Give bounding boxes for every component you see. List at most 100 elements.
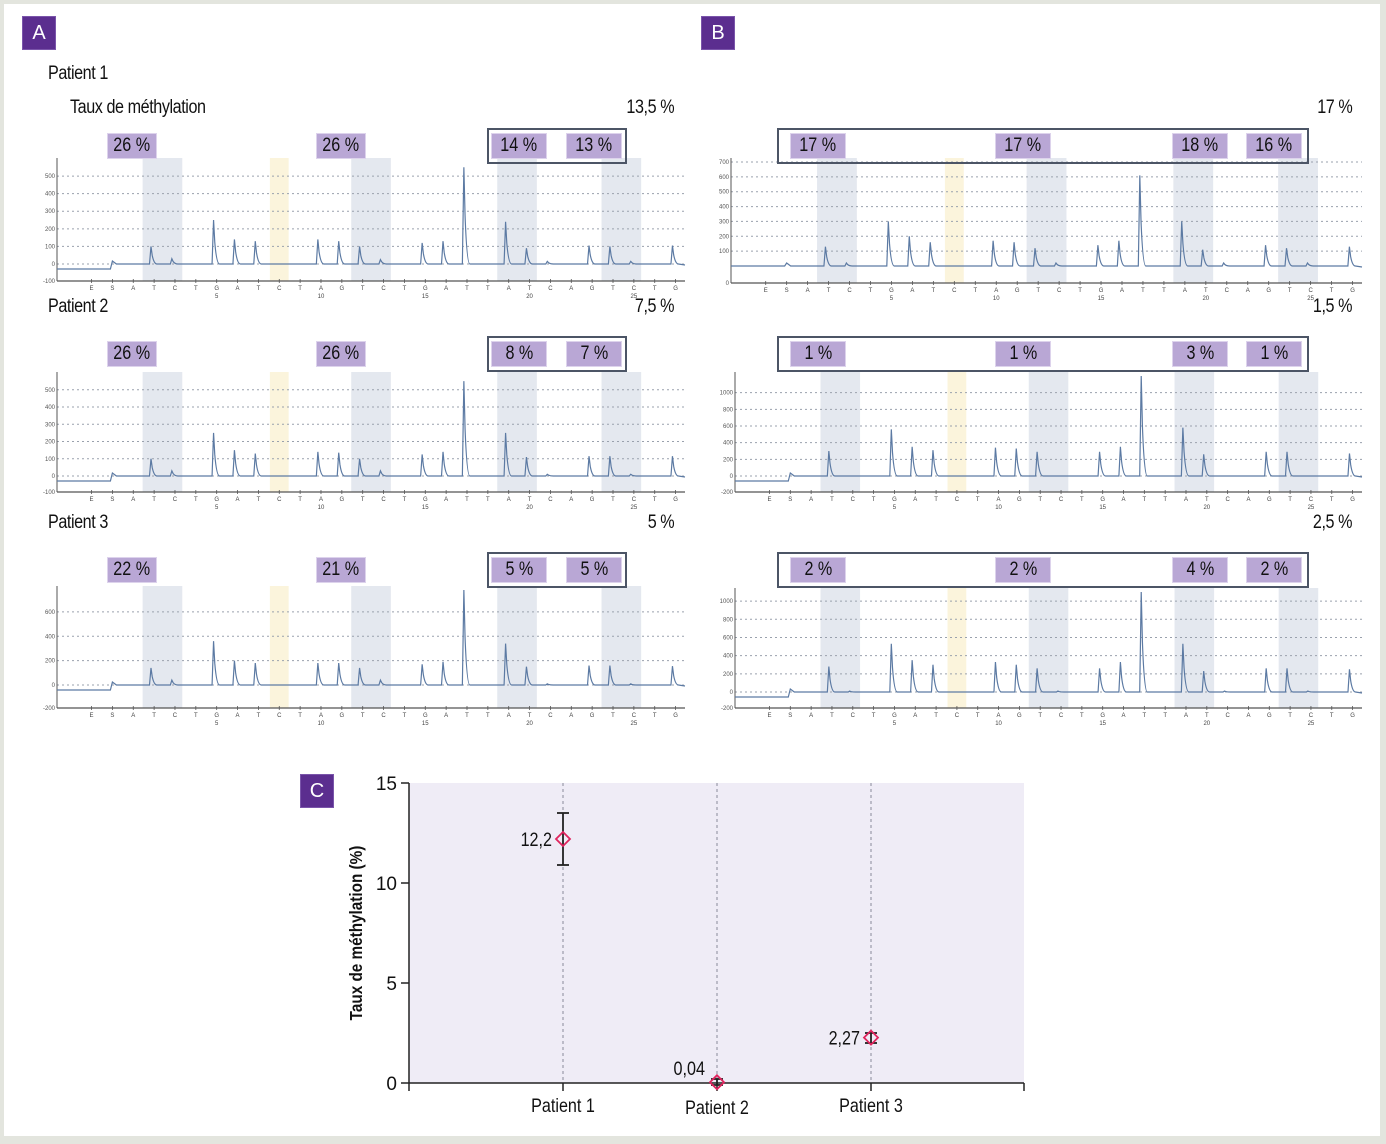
y-tick-label: 200 [45,440,56,446]
cpg-site-shade [601,586,642,708]
cpg-methylation-value: 26 % [316,133,366,159]
dispensation-label: G [423,713,428,719]
dispensation-label: T [465,713,469,719]
dispensation-label: A [997,497,1001,503]
dispensation-label: T [934,713,938,719]
y-tick-label: -100 [43,490,56,496]
dispensation-label: T [1205,713,1209,719]
pyrogram-trace [57,589,686,691]
y-tick-label: -100 [43,279,56,285]
position-label: 25 [1308,505,1315,511]
overall-methylation-value: 2,5 % [1312,512,1353,533]
dispensation-label: G [423,497,428,503]
y-axis-label: Taux de méthylation (%) [346,846,366,1021]
y-tick-label: 500 [45,388,56,394]
data-point [554,830,572,848]
dispensation-label: T [869,288,873,294]
dispensation-label: T [1080,497,1084,503]
patient-label: Patient 2 [48,296,108,317]
dispensation-label: A [809,713,813,719]
dispensation-label: C [1059,713,1064,719]
dispensation-label: A [444,713,448,719]
y-tick-label: 400 [45,405,56,411]
cpg-site-shade [497,586,537,708]
dispensation-label: T [1330,288,1334,294]
dispensation-label: T [932,288,936,294]
x-tick-label: Patient 3 [839,1095,903,1117]
cpg-methylation-value: 21 % [316,557,366,583]
dispensation-label: A [1246,713,1250,719]
y-tick-label: 100 [719,249,730,255]
dispensation-label: T [1080,713,1084,719]
y-tick-label: 200 [45,659,56,665]
dispensation-label: C [1225,497,1230,503]
dispensation-label: C [381,497,386,503]
dispensation-label: C [1225,713,1230,719]
dispensation-label: T [1204,288,1208,294]
dispensation-label: T [872,713,876,719]
cpg-methylation-value: 2 % [1246,557,1302,583]
dispensation-label: G [590,497,595,503]
dispensation-label: C [548,286,553,292]
dispensation-label: G [1017,713,1022,719]
dispensation-label: A [1183,288,1187,294]
y-tick-label: 400 [723,654,734,660]
dispensation-label: A [569,713,573,719]
dispensation-label: G [1100,497,1105,503]
dispensation-label: T [1163,713,1167,719]
dispensation-label: G [590,713,595,719]
overall-methylation-value: 13,5 % [626,97,674,118]
dispensation-label: T [1288,713,1292,719]
position-label: 5 [215,505,219,511]
position-label: 15 [422,294,429,300]
cpg-methylation-value: 13 % [566,133,622,159]
dispensation-label: T [152,286,156,292]
y-tick-label: 0 [52,683,56,689]
y-tick-label: 400 [45,192,56,198]
dispensation-label: A [236,286,240,292]
position-label: 15 [1098,296,1105,302]
y-tick-label: 800 [723,407,734,413]
dispensation-label: C [1309,497,1314,503]
dispensation-label: T [872,497,876,503]
cpg-site-shade [142,586,183,708]
dispensation-label: T [528,713,532,719]
dispensation-label: C [173,286,178,292]
dispensation-label: T [152,713,156,719]
dispensation-label: G [673,286,678,292]
dispensation-label: T [1288,288,1292,294]
position-label: 20 [526,721,533,727]
position-label: 5 [893,505,897,511]
dispensation-label: A [444,497,448,503]
dispensation-label: A [236,713,240,719]
cpg-methylation-value: 26 % [107,133,157,159]
overall-methylation-value: 1,5 % [1312,296,1353,317]
panel-b-badge: B [701,16,735,50]
dispensation-label: G [1100,713,1105,719]
dispensation-label: T [528,286,532,292]
x-tick-label: Patient 2 [685,1097,749,1119]
dispensation-label: G [1350,713,1355,719]
dispensation-label: E [90,286,94,292]
dispensation-label: S [110,286,114,292]
position-label: 25 [1308,721,1315,727]
dispensation-label: G [214,286,219,292]
bisulfite-control-shade [944,158,964,283]
cpg-methylation-value: 22 % [107,557,157,583]
dispensation-label: S [110,713,114,719]
cpg-methylation-value: 1 % [790,341,846,367]
dispensation-label: C [851,713,856,719]
dispensation-label: T [403,497,407,503]
dispensation-label: C [277,497,282,503]
dispensation-label: G [1267,713,1272,719]
dispensation-label: C [1309,713,1314,719]
y-tick-label: 1000 [720,599,734,605]
cpg-methylation-value: 7 % [566,341,622,367]
dispensation-label: A [131,286,135,292]
bisulfite-control-shade [947,372,967,492]
dispensation-label: G [1267,497,1272,503]
dispensation-label: G [590,286,595,292]
y-tick-label: 300 [45,209,56,215]
dispensation-label: G [673,497,678,503]
